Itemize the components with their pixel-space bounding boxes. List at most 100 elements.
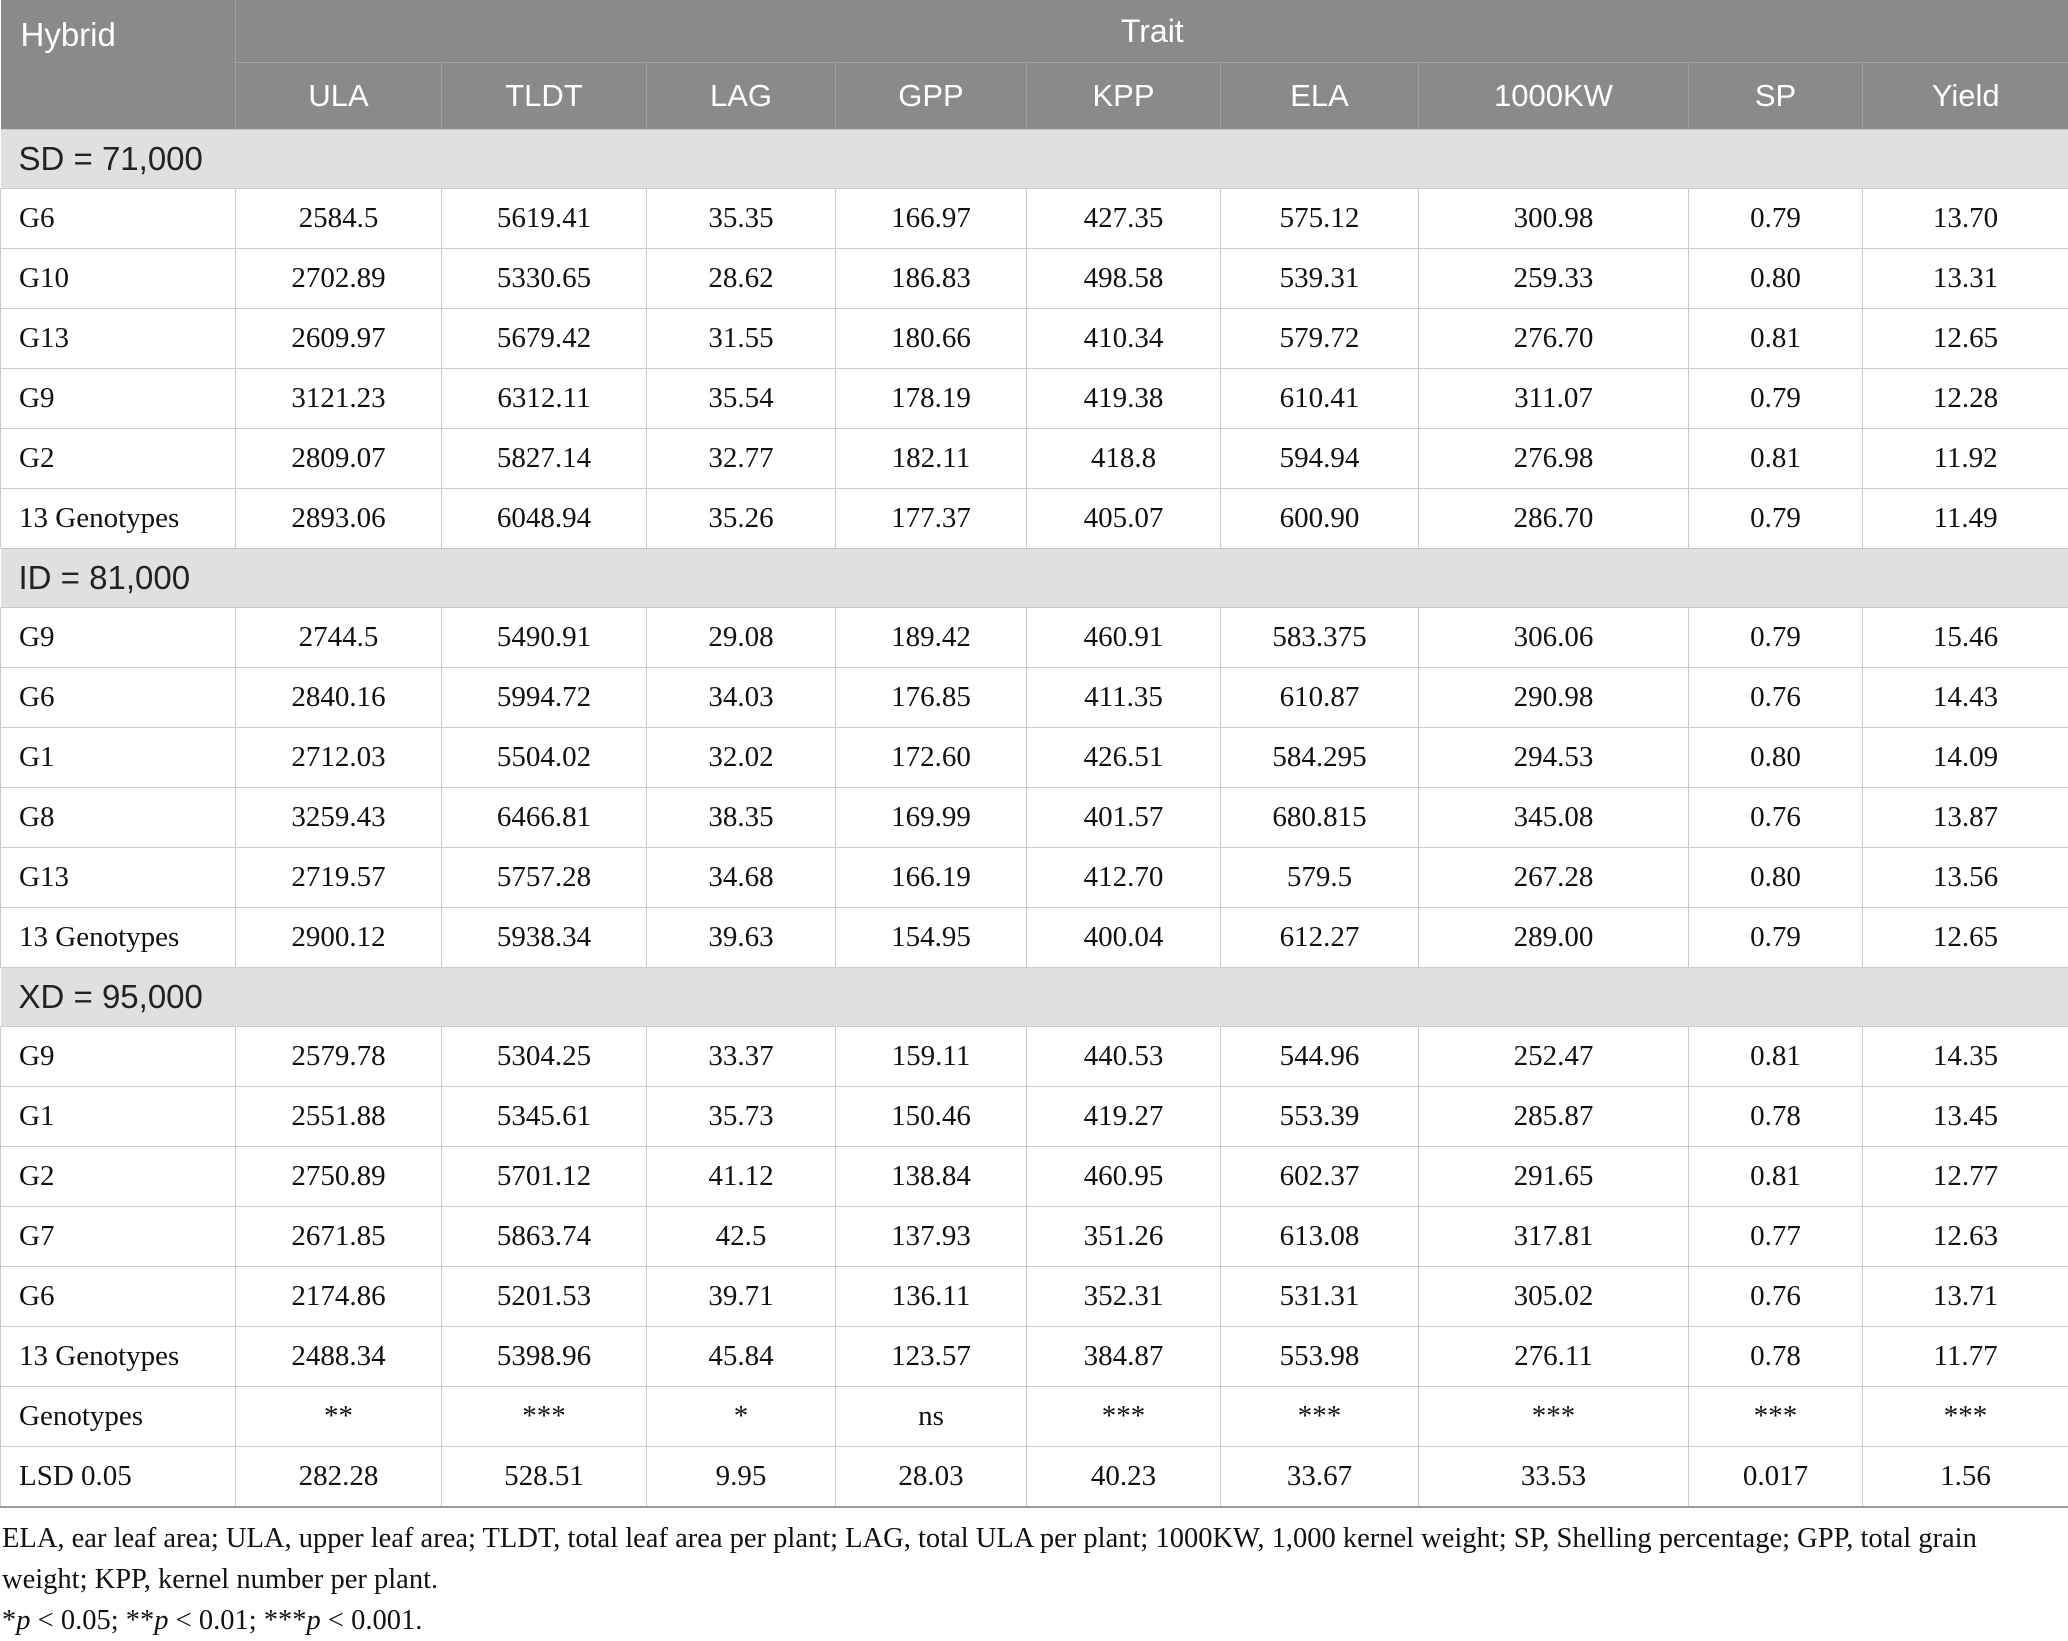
value-cell: 610.41	[1221, 369, 1419, 429]
value-cell: 610.87	[1221, 668, 1419, 728]
value-cell: 35.35	[647, 189, 836, 249]
footnotes: ELA, ear leaf area; ULA, upper leaf area…	[0, 1508, 2068, 1641]
value-cell: 0.80	[1689, 848, 1863, 908]
value-cell: 5398.96	[442, 1327, 647, 1387]
value-cell: 0.80	[1689, 728, 1863, 788]
value-cell: 411.35	[1027, 668, 1221, 728]
value-cell: 172.60	[836, 728, 1027, 788]
value-cell: 412.70	[1027, 848, 1221, 908]
value-cell: 583.375	[1221, 608, 1419, 668]
value-cell: 440.53	[1027, 1027, 1221, 1087]
significance-p-symbol: p	[154, 1605, 168, 1636]
value-cell: 602.37	[1221, 1147, 1419, 1207]
value-cell: 3259.43	[236, 788, 442, 848]
value-cell: 33.53	[1419, 1447, 1689, 1508]
value-cell: 410.34	[1027, 309, 1221, 369]
value-cell: 11.92	[1863, 429, 2068, 489]
value-cell: 11.49	[1863, 489, 2068, 549]
value-cell: 0.76	[1689, 668, 1863, 728]
row-label: G13	[1, 848, 236, 908]
row-label: 13 Genotypes	[1, 1327, 236, 1387]
value-cell: 12.77	[1863, 1147, 2068, 1207]
value-cell: 13.45	[1863, 1087, 2068, 1147]
value-cell: 460.91	[1027, 608, 1221, 668]
value-cell: 276.98	[1419, 429, 1689, 489]
column-header-1000kw: 1000KW	[1419, 63, 1689, 130]
value-cell: 285.87	[1419, 1087, 1689, 1147]
value-cell: 2488.34	[236, 1327, 442, 1387]
value-cell: 306.06	[1419, 608, 1689, 668]
value-cell: 5938.34	[442, 908, 647, 968]
column-header-ela: ELA	[1221, 63, 1419, 130]
value-cell: 38.35	[647, 788, 836, 848]
abbreviations-note: ELA, ear leaf area; ULA, upper leaf area…	[2, 1518, 2064, 1600]
row-label: G10	[1, 249, 236, 309]
value-cell: 259.33	[1419, 249, 1689, 309]
row-label: 13 Genotypes	[1, 908, 236, 968]
row-label: G8	[1, 788, 236, 848]
value-cell: 5679.42	[442, 309, 647, 369]
value-cell: 553.39	[1221, 1087, 1419, 1147]
value-cell: 137.93	[836, 1207, 1027, 1267]
significance-p-symbol: p	[307, 1605, 321, 1636]
value-cell: 0.79	[1689, 608, 1863, 668]
value-cell: 294.53	[1419, 728, 1689, 788]
value-cell: 2750.89	[236, 1147, 442, 1207]
value-cell: 5757.28	[442, 848, 647, 908]
value-cell: 300.98	[1419, 189, 1689, 249]
value-cell: 123.57	[836, 1327, 1027, 1387]
table-row: Genotypes******ns***************	[1, 1387, 2068, 1447]
row-label: G6	[1, 189, 236, 249]
section-label: XD = 95,000	[1, 968, 2068, 1027]
section-row: ID = 81,000	[1, 549, 2068, 608]
value-cell: 178.19	[836, 369, 1027, 429]
value-cell: 29.08	[647, 608, 836, 668]
row-label: G6	[1, 668, 236, 728]
value-cell: 14.35	[1863, 1027, 2068, 1087]
value-cell: 166.19	[836, 848, 1027, 908]
value-cell: 0.79	[1689, 369, 1863, 429]
value-cell: 3121.23	[236, 369, 442, 429]
value-cell: 289.00	[1419, 908, 1689, 968]
column-header-yield: Yield	[1863, 63, 2068, 130]
value-cell: 531.31	[1221, 1267, 1419, 1327]
value-cell: 2744.5	[236, 608, 442, 668]
value-cell: 584.295	[1221, 728, 1419, 788]
value-cell: 5330.65	[442, 249, 647, 309]
value-cell: 34.03	[647, 668, 836, 728]
value-cell: 612.27	[1221, 908, 1419, 968]
value-cell: 6312.11	[442, 369, 647, 429]
value-cell: 0.78	[1689, 1087, 1863, 1147]
value-cell: 276.11	[1419, 1327, 1689, 1387]
value-cell: 0.79	[1689, 189, 1863, 249]
value-cell: 2840.16	[236, 668, 442, 728]
row-label: G9	[1, 1027, 236, 1087]
row-label: G6	[1, 1267, 236, 1327]
value-cell: 579.72	[1221, 309, 1419, 369]
value-cell: 32.77	[647, 429, 836, 489]
value-cell: 0.79	[1689, 908, 1863, 968]
value-cell: 177.37	[836, 489, 1027, 549]
value-cell: 305.02	[1419, 1267, 1689, 1327]
value-cell: 39.71	[647, 1267, 836, 1327]
value-cell: 13.56	[1863, 848, 2068, 908]
value-cell: ***	[1863, 1387, 2068, 1447]
value-cell: 290.98	[1419, 668, 1689, 728]
value-cell: 401.57	[1027, 788, 1221, 848]
value-cell: 419.38	[1027, 369, 1221, 429]
significance-note: *p < 0.05; **p < 0.01; ***p < 0.001.	[2, 1600, 2064, 1641]
value-cell: 35.73	[647, 1087, 836, 1147]
value-cell: 186.83	[836, 249, 1027, 309]
value-cell: 613.08	[1221, 1207, 1419, 1267]
row-label: G7	[1, 1207, 236, 1267]
